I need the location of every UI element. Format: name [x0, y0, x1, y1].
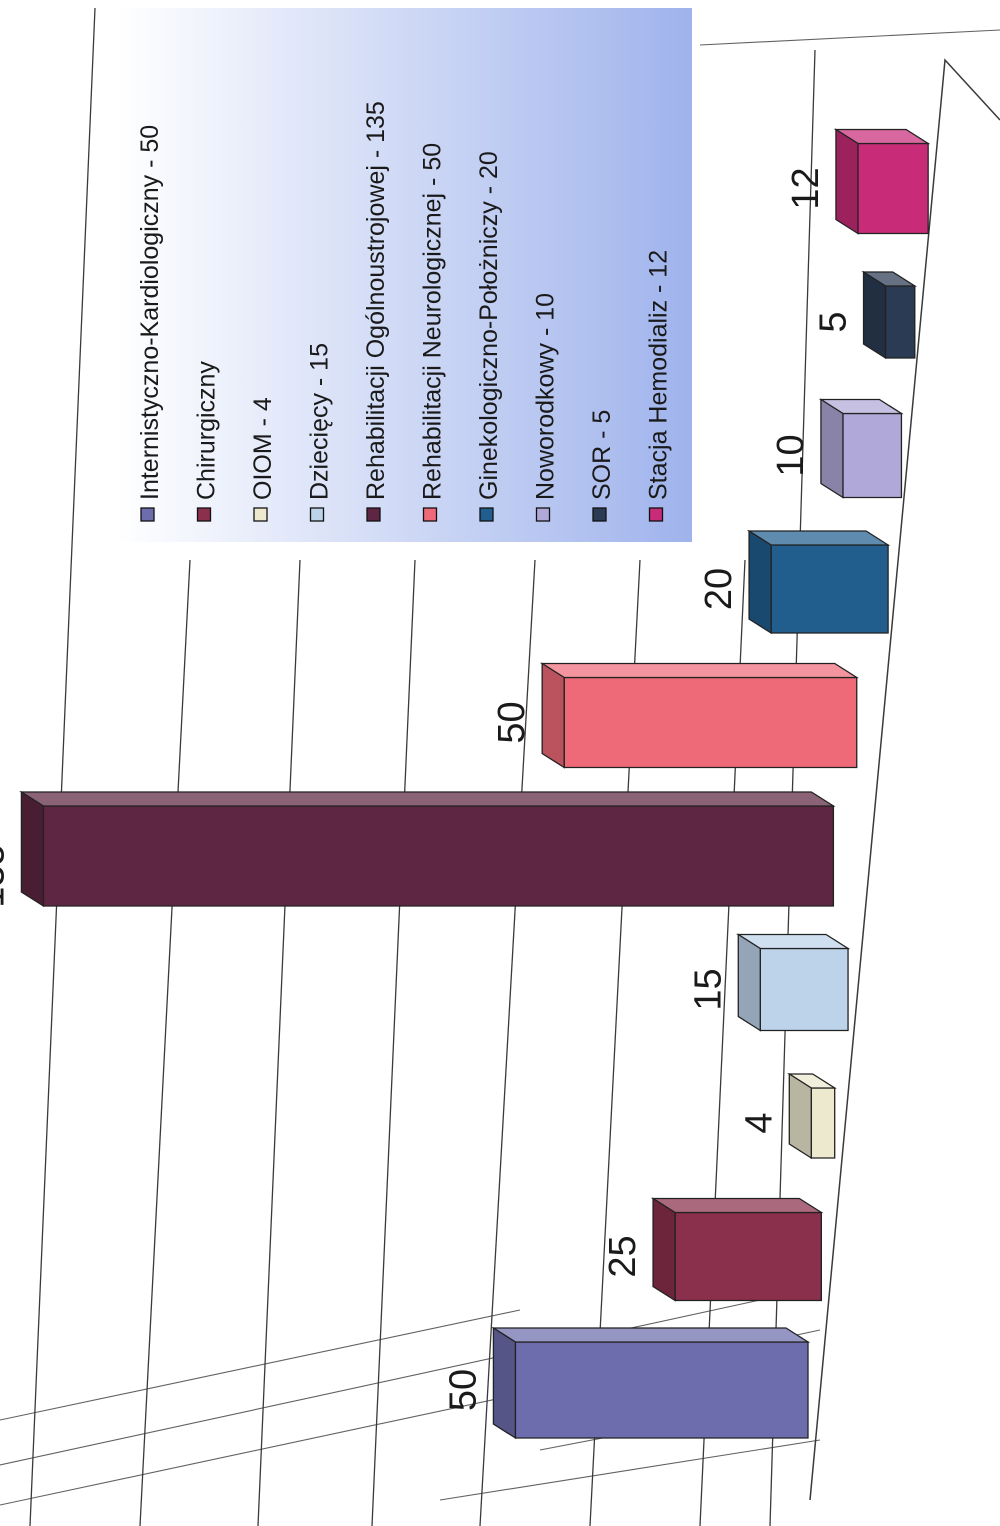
legend-label: Dziecięcy - 15: [306, 343, 334, 500]
bar-end-face: [862, 270, 887, 360]
legend-label: Chirurgiczny: [193, 361, 221, 500]
bar-front-face: [810, 1087, 836, 1159]
bar-end-face: [20, 790, 45, 908]
legend-item: Noworodkowy - 10: [532, 293, 560, 522]
bar-end-face: [492, 1326, 517, 1440]
grid-line: [371, 559, 416, 1526]
legend-label: Noworodkowy - 10: [532, 293, 560, 500]
value-label: 12: [785, 167, 827, 209]
value-labels: 50 25 4 15 135 50 20 10 5 12: [0, 167, 855, 1411]
value-label: 4: [738, 1112, 780, 1133]
bar-side-face: [539, 662, 859, 679]
bar-sor-5: [861, 270, 918, 360]
bar-front-face: [514, 1341, 809, 1439]
legend-swatch: [140, 507, 155, 522]
legend-item: Rehabilitacji Neurologicznej - 50: [419, 143, 447, 522]
grid-line: [699, 29, 1000, 46]
value-label: 5: [813, 311, 855, 332]
value-label: 10: [770, 434, 812, 476]
value-label: 20: [698, 568, 740, 610]
bar-front-face: [42, 805, 835, 907]
bar-end-face: [737, 933, 761, 1032]
bar-front-face: [759, 947, 849, 1032]
legend-label: Internistyczno-Kardiologiczny - 50: [136, 125, 164, 500]
legend-swatch: [309, 507, 325, 522]
legend-label: Stacja Hemodializ - 12: [645, 250, 673, 500]
legend-swatch: [253, 507, 268, 522]
bar-chirurgiczny: [650, 1197, 824, 1302]
bar-end-face: [820, 398, 844, 499]
legend-item: SOR - 5: [588, 410, 616, 522]
bar-noworodkowy-10: [818, 398, 904, 499]
bar-end-face: [541, 662, 565, 769]
grid-line: [479, 559, 536, 1526]
bar-oiom-4: [787, 1072, 837, 1160]
value-label: 15: [687, 968, 729, 1010]
legend-background: [118, 8, 692, 542]
bar-ginekologiczno-polozniczy-20: [746, 529, 891, 635]
floor-edge: [809, 58, 1000, 1501]
legend-swatch: [196, 507, 212, 522]
bar-side-face: [650, 1197, 824, 1214]
value-label: 50: [442, 1369, 484, 1411]
bar-internistyczno-kardiologiczny-50: [491, 1326, 811, 1440]
legend-item: Stacja Hemodializ - 12: [645, 250, 673, 522]
bar-end-face: [788, 1072, 812, 1160]
bar-end-face: [652, 1197, 676, 1302]
bar-side-face: [746, 530, 891, 546]
legend-item: OIOM - 4: [249, 397, 277, 522]
grid-line: [0, 1309, 521, 1421]
grid-line: [257, 559, 301, 1526]
bar-dzieciecy-15: [736, 933, 851, 1032]
bar-end-face: [835, 128, 859, 235]
legend-item: Internistyczno-Kardiologiczny - 50: [136, 125, 164, 522]
bar-stacja-hemodializ-12: [833, 128, 931, 235]
legend-label: Rehabilitacji Ogólnoustrojowej - 135: [362, 101, 390, 500]
legend-swatch: [648, 507, 664, 522]
bar-front-face: [563, 676, 858, 769]
grid-line: [439, 1439, 821, 1501]
bar-front-face: [842, 412, 903, 499]
legend-item: Chirurgiczny: [193, 361, 221, 522]
bars: [19, 128, 931, 1440]
legend-label: SOR - 5: [588, 410, 616, 500]
bar-front-face: [770, 544, 889, 634]
bar-end-face: [748, 529, 772, 635]
legend-swatch: [592, 507, 607, 522]
legend-item: Ginekologiczno-Położniczy - 20: [475, 151, 503, 522]
grid-line: [139, 559, 191, 1526]
value-label: 50: [491, 701, 533, 743]
legend-swatch: [535, 507, 551, 522]
bar-rehabilitacji-neurologicznej-50: [539, 662, 859, 769]
legend-swatch: [422, 507, 438, 522]
bar-front-face: [857, 142, 929, 235]
legend: Internistyczno-Kardiologiczny - 50 Chirur…: [136, 101, 673, 522]
bar-rehabilitacji-ogolnoustrojowej-135: [19, 790, 836, 908]
grid-line: [769, 49, 816, 1526]
bar-side-face: [19, 791, 836, 807]
value-label: 135: [0, 844, 12, 907]
legend-label: OIOM - 4: [249, 397, 277, 500]
legend-label: Rehabilitacji Neurologicznej - 50: [419, 143, 447, 500]
legend-item: Dziecięcy - 15: [306, 343, 334, 522]
grid-line: [29, 7, 96, 1526]
bar-side-face: [491, 1327, 811, 1343]
bar-front-face: [674, 1211, 822, 1302]
legend-label: Ginekologiczno-Położniczy - 20: [475, 151, 503, 500]
value-label: 25: [602, 1235, 644, 1277]
legend-swatch: [366, 507, 381, 522]
chart-floor: [809, 58, 1000, 1501]
bar-front-face: [884, 285, 916, 359]
legend-swatch: [479, 507, 494, 522]
legend-item: Rehabilitacji Ogólnoustrojowej - 135: [362, 101, 390, 522]
